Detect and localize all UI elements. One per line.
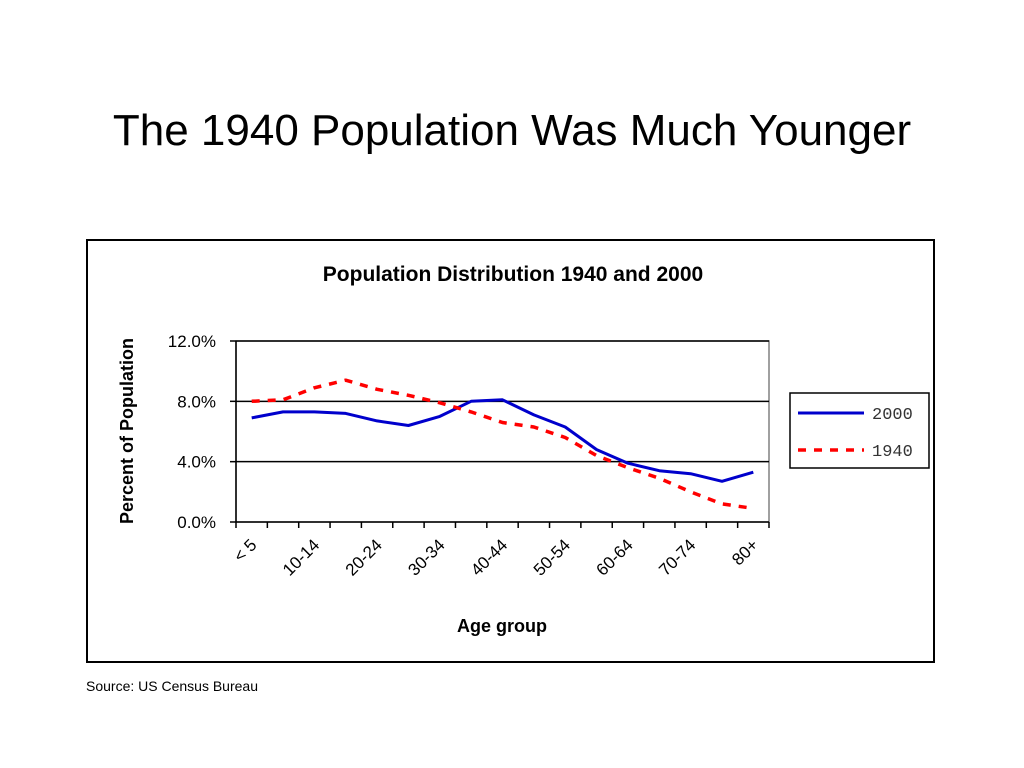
x-axis-title: Age group	[457, 616, 547, 636]
x-tick-label: 50-54	[530, 535, 574, 579]
legend-label-2000: 2000	[872, 406, 913, 425]
legend-box	[789, 392, 930, 469]
x-tick-label: 30-34	[404, 535, 448, 579]
line-chart: Population Distribution 1940 and 2000 0.…	[117, 263, 930, 636]
source-note: Source: US Census Bureau	[86, 678, 258, 694]
y-tick-label: 0.0%	[177, 513, 216, 532]
y-tick-label: 12.0%	[168, 332, 216, 351]
chart-title: Population Distribution 1940 and 2000	[323, 263, 703, 286]
series-line-1940	[251, 378, 754, 511]
x-tick-label: 10-14	[279, 535, 323, 579]
x-tick-label: 80+	[728, 535, 762, 569]
chart-frame: Population Distribution 1940 and 2000 0.…	[86, 239, 935, 663]
plot-area	[235, 340, 770, 523]
x-tick-label: 20-24	[342, 535, 386, 579]
x-tick-label: 70-74	[655, 535, 699, 579]
series-line-2000	[251, 398, 754, 483]
x-tick-label: 60-64	[593, 535, 637, 579]
y-tick-label: 4.0%	[177, 453, 216, 472]
y-axis-title: Percent of Population	[117, 338, 137, 524]
legend-label-1940: 1940	[872, 443, 913, 462]
x-tick-label: < 5	[230, 535, 260, 565]
legend: 2000 1940	[789, 392, 930, 469]
x-tick-label: 40-44	[467, 535, 511, 579]
slide-title: The 1940 Population Was Much Younger	[112, 106, 912, 155]
y-tick-label: 8.0%	[177, 392, 216, 411]
